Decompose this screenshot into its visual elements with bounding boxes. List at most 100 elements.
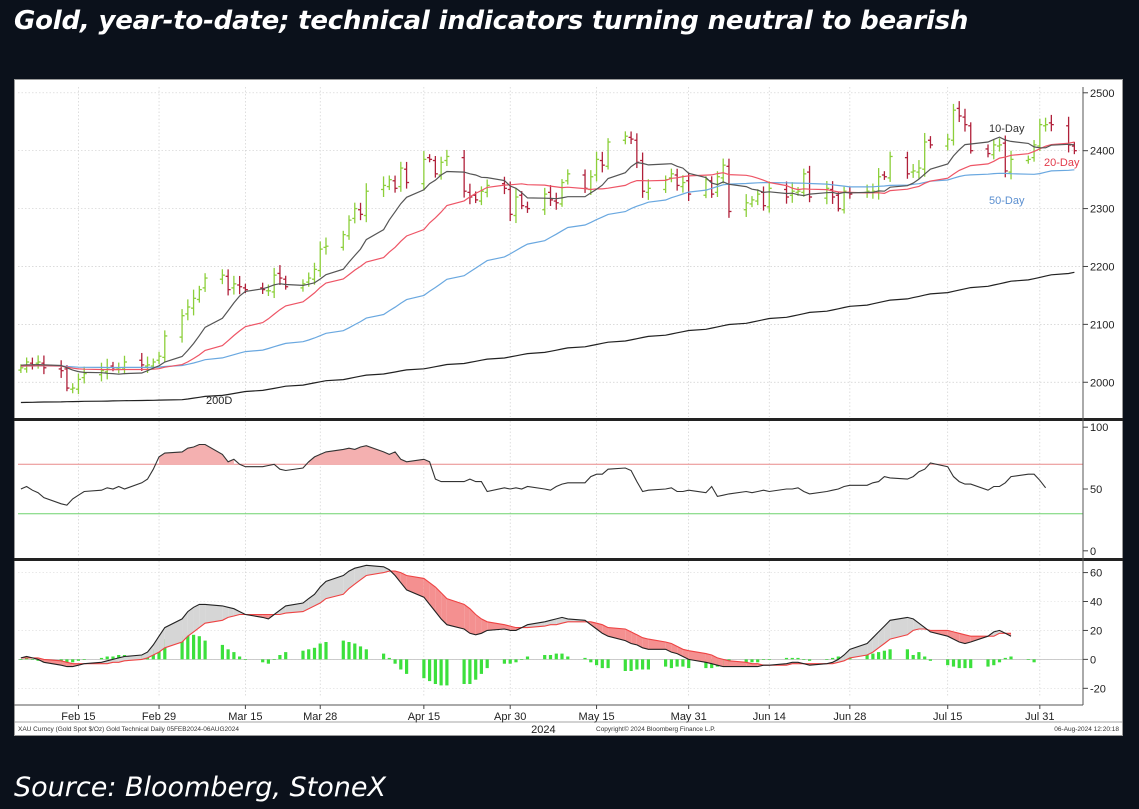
ohlc-bar xyxy=(542,187,548,215)
macd-histogram-bar xyxy=(664,659,668,667)
macd-fill xyxy=(66,662,73,667)
ohlc-bar xyxy=(640,152,646,198)
macd-histogram-bar xyxy=(163,639,167,660)
macd-histogram-bar xyxy=(669,659,673,669)
ohlc-bar xyxy=(674,168,680,191)
macd-fill xyxy=(222,605,229,621)
macd-histogram-bar xyxy=(393,659,397,664)
ohlc-bar xyxy=(185,299,191,321)
grid-layer xyxy=(18,87,1083,697)
macd-histogram-bar xyxy=(502,659,506,664)
ohlc-bar xyxy=(237,275,243,295)
ohlc-bar xyxy=(219,269,225,285)
ohlc-bar xyxy=(841,186,847,214)
macd-fill xyxy=(279,605,286,615)
ohlc-bar xyxy=(553,192,559,210)
macd-fill xyxy=(878,626,885,648)
outer-border xyxy=(14,79,1123,736)
macd-fill xyxy=(838,655,845,663)
ma200-line xyxy=(20,271,1075,404)
ohlc-bar xyxy=(70,383,76,394)
macd-tick-label: 0 xyxy=(1090,654,1096,666)
macd-histogram-bar xyxy=(261,659,265,663)
macd-histogram-bar xyxy=(387,657,391,660)
ma10-line xyxy=(20,136,1075,375)
macd-histogram-bar xyxy=(595,659,599,666)
chart-panel: 10-Day 20-Day 50-Day 200D 2000 2100 2200 2300 2… xyxy=(14,79,1123,736)
price-tick-label: 2400 xyxy=(1090,146,1114,158)
ohlc-bar xyxy=(743,194,749,217)
price-tick-label: 2200 xyxy=(1090,262,1114,274)
macd-histogram-bar xyxy=(468,659,472,684)
x-tick-label: Jul 15 xyxy=(933,711,962,723)
macd-fill xyxy=(302,598,309,612)
macd-histogram-bar xyxy=(19,659,23,660)
label-10-day: 10-Day xyxy=(989,123,1025,135)
macd-histogram-bar xyxy=(790,657,794,660)
price-tick-label: 2500 xyxy=(1090,88,1114,100)
x-tick-label: May 31 xyxy=(671,711,707,723)
macd-histogram-bar xyxy=(882,650,886,660)
macd-histogram-bar xyxy=(1009,656,1013,660)
x-year-label: 2024 xyxy=(531,724,555,736)
macd-histogram-bar xyxy=(871,653,875,660)
ohlc-bar xyxy=(835,191,841,212)
ohlc-bar xyxy=(680,175,686,193)
macd-histogram-bar xyxy=(266,659,270,664)
macd-histogram-bar xyxy=(226,649,230,660)
macd-fill xyxy=(233,608,240,616)
macd-fill xyxy=(164,618,183,648)
macd-fill xyxy=(849,643,868,658)
macd-fill xyxy=(890,617,908,640)
ma20-line xyxy=(20,141,1075,371)
macd-fill xyxy=(481,618,488,634)
macd-histogram-bar xyxy=(600,659,604,669)
ohlc-bar xyxy=(985,144,991,158)
ohlc-bar xyxy=(317,241,323,277)
macd-fill xyxy=(636,634,643,648)
ohlc-bar xyxy=(467,183,473,205)
macd-histogram-bar xyxy=(284,652,288,660)
ohlc-bar xyxy=(1066,116,1072,153)
x-tick-label: Apr 15 xyxy=(408,711,440,723)
macd-histogram-bar xyxy=(646,659,650,670)
rsi-overbought-fill xyxy=(159,444,234,465)
x-tick-label: Jul 31 xyxy=(1025,711,1054,723)
ohlc-bar xyxy=(1002,135,1008,178)
ohlc-bar xyxy=(461,149,467,198)
macd-histogram-bar xyxy=(583,657,587,660)
panel-separator xyxy=(14,558,1123,561)
ohlc-bar xyxy=(968,122,974,154)
ohlc-bar xyxy=(726,158,732,218)
ohlc-bar xyxy=(386,175,392,191)
ohlc-bar xyxy=(916,160,922,179)
macd-fill xyxy=(423,578,430,605)
macd-histogram-bar xyxy=(71,659,75,663)
macd-histogram-bar xyxy=(548,655,553,660)
ohlc-bar xyxy=(881,171,887,180)
macd-histogram-bar xyxy=(197,636,201,660)
ohlc-bar xyxy=(18,364,24,373)
ohlc-bar xyxy=(75,373,81,395)
rsi-panel xyxy=(18,443,1083,515)
ohlc-bar xyxy=(323,237,329,255)
x-tick-label: Apr 30 xyxy=(494,711,526,723)
rsi-line xyxy=(20,443,1047,506)
x-tick-label: Feb 15 xyxy=(61,711,95,723)
macd-tick-label: -20 xyxy=(1090,683,1106,695)
ohlc-bar xyxy=(605,138,611,170)
macd-histogram-bar xyxy=(111,656,115,660)
ohlc-bar xyxy=(404,161,410,189)
ohlc-bar xyxy=(98,362,104,382)
ma50-line xyxy=(20,169,1075,369)
macd-histogram-bar xyxy=(560,653,564,660)
macd-histogram-bar xyxy=(307,649,311,660)
macd-histogram-bar xyxy=(635,659,639,670)
macd-histogram-bar xyxy=(911,655,915,660)
macd-fill xyxy=(400,572,407,590)
macd-histogram-bar xyxy=(243,659,247,660)
macd-histogram-bar xyxy=(445,659,449,686)
macd-histogram-bar xyxy=(865,655,869,660)
macd-histogram-bar xyxy=(992,659,996,666)
ohlc-bar xyxy=(645,179,651,200)
